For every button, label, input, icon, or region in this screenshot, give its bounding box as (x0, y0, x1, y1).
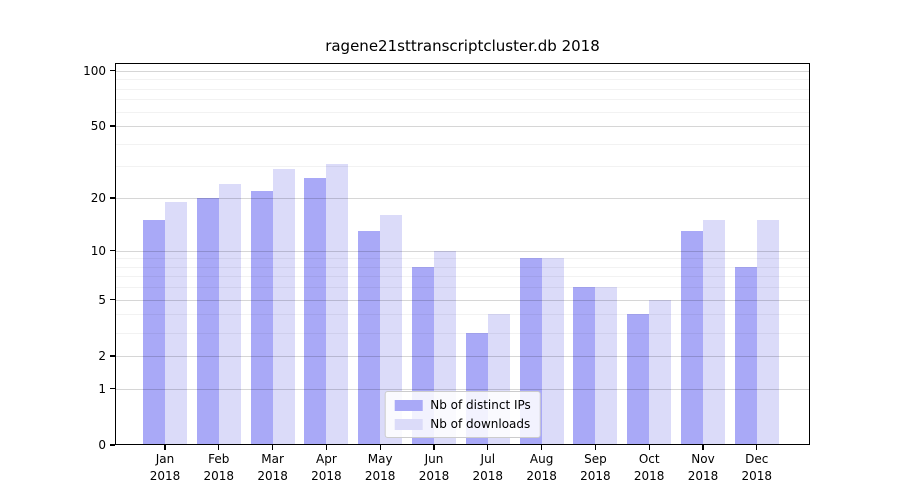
y-tick-label-50: 50 (90, 119, 106, 134)
x-tick-label-oct: Oct 2018 (619, 451, 679, 485)
legend: Nb of distinct IPs Nb of downloads (384, 391, 541, 438)
y-tick-label-10: 10 (90, 243, 106, 258)
x-tick-label-may: May 2018 (350, 451, 410, 485)
x-tick-month: Mar (261, 452, 284, 466)
x-tick-month: May (367, 452, 393, 466)
y-tick-mark-10 (110, 249, 115, 252)
y-tick-label-1: 1 (98, 381, 106, 396)
legend-entry-downloads: Nb of downloads (394, 417, 531, 431)
x-tick-label-jan: Jan 2018 (135, 451, 195, 485)
legend-swatch-downloads (394, 418, 423, 430)
bar-dec-downloads (756, 220, 779, 445)
bar-apr-distinct-ips (304, 177, 327, 445)
x-tick-label-jul: Jul 2018 (458, 451, 518, 485)
x-tick-year: 2018 (203, 469, 235, 483)
x-tick-year: 2018 (687, 469, 719, 483)
bar-may-distinct-ips (358, 230, 381, 445)
y-tick-mark-100 (110, 69, 115, 72)
x-tick-month: Apr (316, 452, 337, 466)
x-tick-mark-may (379, 445, 381, 450)
x-tick-mark-oct (648, 445, 650, 450)
x-tick-year: 2018 (149, 469, 181, 483)
x-tick-label-jun: Jun 2018 (404, 451, 464, 485)
x-tick-year: 2018 (526, 469, 557, 483)
bar-feb-distinct-ips (196, 198, 219, 445)
bar-oct-downloads (649, 299, 672, 445)
legend-entry-distinct-ips: Nb of distinct IPs (394, 398, 531, 412)
x-tick-year: 2018 (257, 469, 288, 483)
y-tick-mark-1 (110, 388, 115, 390)
x-tick-month: Sep (584, 452, 607, 466)
x-tick-year: 2018 (633, 469, 665, 483)
x-tick-month: Dec (745, 452, 769, 466)
bar-jan-downloads (165, 202, 187, 445)
bar-sep-distinct-ips (573, 287, 596, 445)
x-tick-month: Jul (480, 452, 496, 466)
bar-mar-downloads (272, 169, 295, 445)
bar-feb-downloads (218, 183, 241, 445)
legend-label-distinct-ips: Nb of distinct IPs (430, 398, 531, 412)
x-tick-mark-dec (756, 445, 758, 450)
x-tick-mark-aug (540, 445, 543, 450)
bar-nov-downloads (703, 220, 725, 445)
x-tick-year: 2018 (580, 469, 611, 483)
x-tick-year: 2018 (472, 469, 504, 483)
x-tick-mark-mar (271, 445, 274, 450)
y-tick-label-100: 100 (83, 63, 106, 78)
x-tick-month: Aug (529, 452, 554, 466)
y-tick-mark-50 (110, 125, 115, 127)
x-tick-year: 2018 (741, 469, 773, 483)
x-tick-label-dec: Dec 2018 (727, 451, 787, 485)
bar-aug-downloads (541, 258, 564, 445)
y-tick-label-0: 0 (98, 438, 106, 452)
x-tick-mark-nov (702, 445, 704, 450)
x-tick-label-apr: Apr 2018 (296, 451, 356, 485)
y-tick-mark-2 (110, 355, 115, 357)
y-tick-mark-20 (110, 197, 115, 199)
legend-swatch-distinct-ips (394, 399, 423, 411)
x-tick-year: 2018 (364, 469, 396, 483)
y-tick-label-20: 20 (90, 191, 106, 206)
x-tick-year: 2018 (311, 469, 342, 483)
x-tick-mark-apr (325, 445, 328, 450)
x-tick-label-mar: Mar 2018 (243, 451, 303, 485)
bar-sep-downloads (595, 287, 618, 445)
y-tick-label-5: 5 (98, 292, 106, 307)
y-tick-mark-0 (110, 444, 115, 446)
x-tick-month: Feb (208, 452, 230, 466)
y-tick-mark-5 (110, 298, 115, 301)
bar-dec-distinct-ips (734, 266, 757, 445)
x-tick-mark-feb (218, 445, 220, 450)
x-tick-month: Nov (691, 452, 715, 466)
x-tick-label-feb: Feb 2018 (189, 451, 249, 485)
bar-jan-distinct-ips (143, 220, 165, 445)
x-tick-month: Oct (638, 452, 660, 466)
x-tick-month: Jan (155, 452, 175, 466)
chart-title: ragene21sttranscriptcluster.db 2018 (325, 37, 600, 55)
y-tick-label-2: 2 (98, 348, 106, 363)
bar-may-downloads (380, 215, 403, 445)
x-tick-month: Jun (424, 452, 444, 466)
bar-apr-downloads (326, 163, 349, 445)
x-tick-label-nov: Nov 2018 (673, 451, 733, 485)
x-tick-mark-jan (164, 445, 166, 450)
bars-layer (115, 63, 810, 445)
bar-oct-distinct-ips (627, 314, 650, 445)
x-tick-mark-jul (487, 445, 489, 450)
x-tick-label-aug: Aug 2018 (512, 451, 572, 485)
bar-mar-distinct-ips (250, 190, 273, 445)
x-tick-year: 2018 (418, 469, 450, 483)
plot-area: Nb of distinct IPs Nb of downloads (115, 63, 810, 445)
x-tick-mark-sep (594, 445, 597, 450)
x-tick-mark-jun (433, 445, 435, 450)
x-tick-label-sep: Sep 2018 (565, 451, 625, 485)
bar-nov-distinct-ips (681, 230, 703, 445)
legend-label-downloads: Nb of downloads (430, 417, 531, 431)
